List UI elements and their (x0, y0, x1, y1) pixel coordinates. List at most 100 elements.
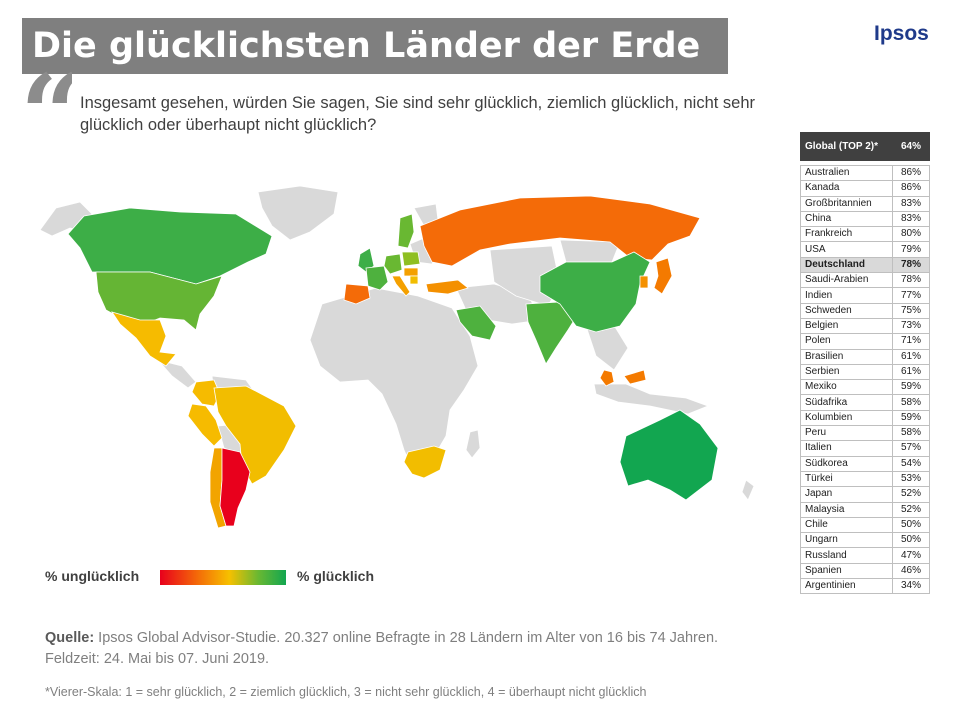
table-row: Großbritannien 83% (800, 195, 930, 212)
footnote: *Vierer-Skala: 1 = sehr glücklich, 2 = z… (45, 685, 647, 699)
region-mexiko (111, 311, 177, 367)
value-cell: 78% (892, 256, 930, 274)
value-cell: 77% (892, 287, 930, 304)
region-saudi-arabien (455, 305, 497, 341)
table-row: Malaysia 52% (800, 501, 930, 518)
value-cell: 50% (892, 516, 930, 534)
table-row: Südafrika 58% (800, 394, 930, 411)
country-cell: Chile (800, 516, 893, 534)
table-row: Kanada 86% (800, 180, 930, 197)
table-row: Chile 50% (800, 516, 930, 534)
region-peru (187, 403, 223, 447)
country-cell: Südkorea (800, 455, 893, 472)
region-deutschland (383, 253, 403, 275)
table-row: Serbien 61% (800, 363, 930, 381)
country-cell: Japan (800, 486, 893, 503)
value-cell: 52% (892, 501, 930, 518)
region-china (539, 251, 651, 333)
country-cell: Australien (800, 164, 893, 182)
region-italien (391, 275, 411, 297)
new-zealand (741, 479, 755, 501)
value-cell: 83% (892, 195, 930, 212)
region-kanada (67, 207, 273, 285)
region-australien (619, 409, 719, 501)
region-brasilien (213, 385, 297, 485)
value-cell: 54% (892, 455, 930, 472)
madagascar (465, 429, 481, 459)
legend-happy-label: % glücklich (297, 568, 375, 584)
country-cell: Saudi-Arabien (800, 272, 893, 289)
central-america (156, 359, 197, 389)
region-malaysia (599, 369, 647, 387)
table-row: China 83% (800, 210, 930, 228)
table-row: Türkei 53% (800, 470, 930, 488)
source-label: Quelle: (45, 630, 95, 646)
page-title: Die glücklichsten Länder der Erde (22, 18, 728, 74)
country-cell: Kanada (800, 180, 893, 197)
ipsos-logo: Ipsos (874, 22, 929, 45)
country-cell: Großbritannien (800, 195, 893, 212)
table-row: Italien 57% (800, 440, 930, 457)
country-cell: Russland (800, 547, 893, 564)
results-table: Global (TOP 2)* 64% Australien 86% Kanada 8… (800, 132, 930, 595)
region-schweden (397, 213, 415, 249)
country-cell: Brasilien (800, 348, 893, 365)
legend-color-scale (160, 570, 286, 585)
table-row: Südkorea 54% (800, 455, 930, 472)
table-row: Polen 71% (800, 333, 930, 350)
region-spanien (343, 283, 371, 305)
value-cell: 80% (892, 226, 930, 243)
value-cell: 58% (892, 425, 930, 442)
table-row: Frankreich 80% (800, 226, 930, 243)
country-cell: Belgien (800, 317, 893, 335)
value-cell: 83% (892, 210, 930, 228)
table-header-label: Global (TOP 2)* (800, 132, 893, 161)
country-cell: Ungarn (800, 532, 893, 549)
table-row: Spanien 46% (800, 562, 930, 580)
table-row: Russland 47% (800, 547, 930, 564)
legend-unhappy-label: % unglücklich (45, 568, 140, 584)
survey-question: Insgesamt gesehen, würden Sie sagen, Sie… (80, 94, 756, 134)
table-row: Kolumbien 59% (800, 409, 930, 427)
source-text: Ipsos Global Advisor-Studie. 20.327 onli… (45, 630, 719, 667)
country-cell: Indien (800, 287, 893, 304)
table-row: Peru 58% (800, 425, 930, 442)
country-cell: Peru (800, 425, 893, 442)
country-cell: Frankreich (800, 226, 893, 243)
value-cell: 78% (892, 272, 930, 289)
region-polen (401, 251, 421, 267)
table-row: Brasilien 61% (800, 348, 930, 365)
table-header-row: Global (TOP 2)* 64% (800, 132, 930, 161)
value-cell: 75% (892, 302, 930, 319)
value-cell: 71% (892, 333, 930, 350)
table-row: Argentinien 34% (800, 578, 930, 595)
value-cell: 79% (892, 241, 930, 258)
table-row: Saudi-Arabien 78% (800, 272, 930, 289)
country-cell: China (800, 210, 893, 228)
survey-countries (67, 195, 719, 529)
table-row: Indien 77% (800, 287, 930, 304)
country-cell: Schweden (800, 302, 893, 319)
value-cell: 86% (892, 164, 930, 182)
value-cell: 86% (892, 180, 930, 197)
region-japan (653, 257, 673, 295)
value-cell: 47% (892, 547, 930, 564)
value-cell: 50% (892, 532, 930, 549)
table-row: Deutschland 78% (800, 256, 930, 274)
source-note: Quelle: Ipsos Global Advisor-Studie. 20.… (45, 628, 735, 670)
table-row: USA 79% (800, 241, 930, 258)
country-cell: Südafrika (800, 394, 893, 411)
value-cell: 73% (892, 317, 930, 335)
region-frankreich (365, 265, 389, 291)
value-cell: 59% (892, 379, 930, 396)
quote-icon: “ (20, 60, 72, 140)
region-serbien (409, 275, 419, 285)
country-cell: USA (800, 241, 893, 258)
indonesia (593, 383, 710, 415)
value-cell: 61% (892, 348, 930, 365)
country-cell: Türkei (800, 470, 893, 488)
table-row: Schweden 75% (800, 302, 930, 319)
country-cell: Italien (800, 440, 893, 457)
value-cell: 58% (892, 394, 930, 411)
country-cell: Spanien (800, 562, 893, 580)
